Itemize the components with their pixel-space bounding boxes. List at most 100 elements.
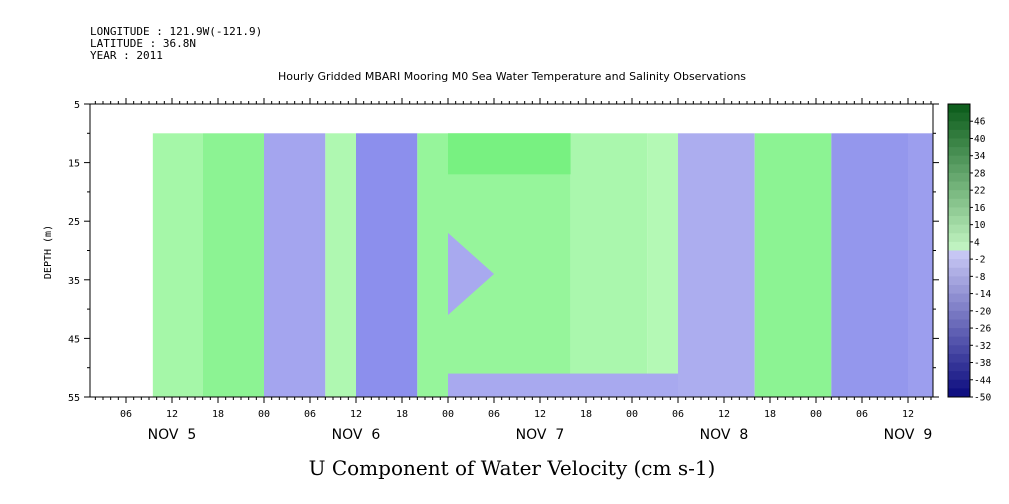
y-tick-label: 35 [68,276,80,287]
colorbar-label: -50 [974,393,991,404]
colorbar-swatch [948,388,970,398]
colorbar-swatch [948,310,970,320]
colorbar-label: 4 [974,237,980,248]
x-date-label: NOV 7 [516,427,565,443]
colorbar-swatch [948,147,970,157]
colorbar-label: 22 [974,186,985,197]
field-cell [325,133,356,398]
x-tick-label: 12 [166,409,178,420]
colorbar-swatch [948,345,970,355]
colorbar-swatch [948,181,970,191]
x-tick-label: 18 [764,409,776,420]
field-cell [678,133,755,398]
colorbar-swatch [948,259,970,269]
colorbar-label: 46 [974,117,986,128]
colorbar-swatch [948,319,970,329]
x-tick-label: 06 [856,409,868,420]
colorbar-swatch [948,276,970,286]
colorbar: 46 40 34 28 22 16 10 4 -2 -8 -14 -20 -26 -32 -38 -44 -50 [947,103,991,404]
colorbar-label: -20 [974,306,991,317]
longitude-label: LONGITUDE : 121.9W(-121.9) [90,25,262,38]
colorbar-swatch [948,371,970,381]
colorbar-swatch [948,224,970,234]
x-tick-label: 06 [304,409,316,420]
field-cell [570,133,648,398]
colorbar-swatch [948,207,970,217]
x-tick-label: 06 [672,409,684,420]
velocity-field [152,133,933,398]
colorbar-swatch [948,328,970,338]
x-tick-label: 18 [580,409,592,420]
colorbar-swatch [948,353,970,364]
y-tick-label: 15 [68,159,80,170]
field-cell [908,133,933,398]
x-date-label: NOV 8 [700,427,749,443]
colorbar-swatch [948,233,970,243]
colorbar-swatch [948,112,970,122]
x-tick-label: 12 [902,409,914,420]
latitude-label: LATITUDE : 36.8N [90,37,196,50]
colorbar-swatch [948,362,970,372]
colorbar-swatch [948,172,970,183]
field-cell [754,133,832,398]
year-label: YEAR : 2011 [90,49,163,62]
y-axis-label: DEPTH (m) [43,225,54,279]
colorbar-label: -2 [974,255,985,266]
colorbar-label: 34 [974,151,986,162]
colorbar-label: -14 [974,289,991,300]
colorbar-swatch [948,379,970,389]
colorbar-label: -32 [974,341,991,352]
y-tick-label: 5 [74,100,80,111]
colorbar-swatch [948,241,970,251]
colorbar-label: -38 [974,358,991,369]
colorbar-swatch [948,104,970,114]
field-cell [417,133,448,398]
x-tick-label: 00 [626,409,638,420]
colorbar-swatch [948,302,970,312]
x-tick-label: 12 [350,409,362,420]
field-cell [202,133,264,398]
x-tick-label: 00 [442,409,454,420]
x-tick-label: 12 [718,409,730,420]
colorbar-label: 10 [974,220,986,231]
field-cell [647,133,678,398]
x-tick-label: 18 [212,409,224,420]
x-tick-label: 06 [120,409,132,420]
axes: 5 15 25 35 45 55 06 12 18 00 06 12 18 00 06 12 18 00 06 12 1… [68,98,939,443]
colorbar-swatch [948,164,970,174]
colorbar-label: 28 [974,168,986,179]
colorbar-label: 40 [974,134,986,145]
colorbar-swatch [948,155,970,165]
field-cell [448,133,571,175]
x-date-label: NOV 6 [332,427,381,443]
y-tick-label: 25 [68,217,80,228]
field-cell [356,133,418,398]
x-tick-label: 06 [488,409,500,420]
colorbar-swatch [948,198,970,208]
field-cell [831,133,908,398]
x-tick-label: 18 [396,409,408,420]
chart-title: Hourly Gridded MBARI Mooring M0 Sea Wate… [278,70,746,83]
colorbar-swatch [948,336,970,346]
field-cell [448,232,494,315]
colorbar-swatch [948,250,970,260]
y-tick-label: 45 [68,334,80,345]
colorbar-swatch [948,284,970,295]
bottom-label: U Component of Water Velocity (cm s-1) [309,456,716,480]
colorbar-label: -8 [974,272,986,283]
y-tick-label: 55 [68,393,80,404]
colorbar-swatch [948,190,970,200]
x-tick-label: 12 [534,409,546,420]
colorbar-swatch [948,138,970,148]
x-date-label: NOV 9 [884,427,933,443]
colorbar-frame [947,103,971,398]
colorbar-label: 16 [974,203,986,214]
colorbar-swatch [948,121,970,131]
colorbar-swatch [948,267,970,277]
x-tick-label: 00 [258,409,270,420]
colorbar-swatch [948,293,970,303]
colorbar-label: -44 [974,375,991,386]
field-cell [152,133,203,398]
colorbar-swatch [948,129,970,139]
